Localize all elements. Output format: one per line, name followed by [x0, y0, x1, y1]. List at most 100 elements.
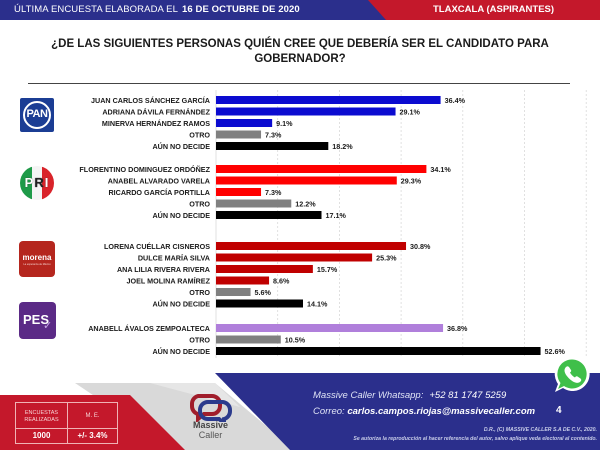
pri-letter-i: I — [44, 175, 50, 190]
category-label: ADRIANA DÁVILA FERNÁNDEZ — [102, 107, 210, 116]
data-label: 34.1% — [430, 165, 451, 174]
survey-stats-table: ENCUESTAS REALIZADAS M. E. 1000 +/- 3.4% — [15, 402, 118, 444]
data-label: 7.3% — [265, 188, 282, 197]
legal-copyright: D.R., (C) MASSIVE CALLER S.A DE C.V., 20… — [483, 427, 597, 433]
pes-logo-icon: PES ✓ — [19, 302, 56, 339]
bar-morena — [216, 253, 373, 262]
email-contact: Correo: carlos.campos.riojas@massivecall… — [313, 406, 535, 417]
massive-caller-logo: Massive Caller — [188, 392, 233, 447]
pri-green-stripe — [20, 166, 32, 200]
category-label: JOEL MOLINA RAMÍREZ — [127, 276, 211, 285]
category-label: AÚN NO DECIDE — [152, 211, 210, 220]
data-label: 10.5% — [285, 336, 306, 345]
bar-pes — [216, 324, 444, 332]
surveys-count-label: ENCUESTAS REALIZADAS — [16, 403, 68, 429]
data-label: 18.2% — [332, 142, 353, 151]
data-label: 29.3% — [401, 177, 422, 186]
category-label: OTRO — [189, 130, 210, 139]
category-label: OTRO — [189, 288, 210, 297]
category-label: MINERVA HERNÁNDEZ RAMOS — [102, 119, 210, 128]
bar-pan — [216, 107, 396, 116]
pri-logo-text: PRI — [20, 175, 54, 190]
category-label: AÚN NO DECIDE — [152, 299, 210, 308]
checkmark-icon: ✓ — [43, 320, 53, 332]
title-divider — [28, 83, 570, 84]
data-label: 7.3% — [265, 131, 282, 140]
whatsapp-contact: Massive Caller Whatsapp: +52 81 1747 5259 — [313, 390, 506, 401]
bar-chart: JUAN CARLOS SÁNCHEZ GARCÍA 36.4% ADRIANA D… — [79, 90, 587, 358]
bar-pri — [216, 176, 397, 185]
whatsapp-icon[interactable] — [553, 355, 591, 395]
data-label: 12.2% — [295, 200, 316, 209]
data-label: 36.4% — [445, 96, 466, 105]
pan-logo-ring — [23, 101, 51, 129]
category-label: ANA LILIA RIVERA RIVERA — [117, 265, 210, 274]
footer-background — [0, 373, 600, 450]
pri-red-stripe — [42, 166, 54, 200]
data-label: 15.7% — [317, 265, 338, 274]
category-label: DULCE MARÍA SILVA — [138, 253, 210, 262]
data-label: 5.6% — [255, 288, 272, 297]
category-label: OTRO — [189, 199, 210, 208]
data-label: 30.8% — [410, 242, 431, 251]
region-title: TLAXCALA (ASPIRANTES) — [433, 4, 555, 15]
category-label: AÚN NO DECIDE — [152, 347, 210, 356]
data-label: 9.1% — [276, 119, 293, 128]
bar-pri — [216, 188, 262, 196]
bar-pan — [216, 130, 262, 139]
category-label: RICARDO GARCÍA PORTILLA — [108, 188, 210, 197]
category-label: OTRO — [189, 335, 210, 344]
pri-letter-r: R — [34, 175, 45, 190]
data-label: 14.1% — [307, 300, 328, 309]
data-label: 17.1% — [326, 211, 347, 220]
survey-date-line: ÚLTIMA ENCUESTA ELABORADA EL 16 DE OCTUBR… — [14, 4, 300, 15]
brand-name-line1: Massive — [192, 420, 229, 430]
data-label: 8.6% — [273, 277, 290, 286]
header-background — [0, 0, 600, 20]
bar-pes — [216, 335, 281, 344]
bar-morena — [216, 299, 303, 308]
morena-logo-subtext: La esperanza de México — [23, 263, 51, 266]
data-label: 52.6% — [545, 347, 566, 356]
pri-white-stripe — [32, 166, 42, 200]
footer — [0, 360, 600, 450]
bar-pri — [216, 211, 322, 219]
legal-disclaimer: Se autoriza la reproducción al hacer ref… — [353, 436, 597, 442]
pes-logo-text: PES — [23, 312, 50, 327]
data-label: 36.8% — [447, 324, 468, 333]
category-label: AÚN NO DECIDE — [152, 142, 210, 151]
data-label: 25.3% — [376, 254, 397, 263]
bar-morena — [216, 276, 270, 285]
chart-question-title: ¿DE LAS SIGUIENTES PERSONAS QUIÉN CREE Q… — [51, 38, 549, 65]
speech-bubbles-icon — [190, 394, 232, 428]
email-address[interactable]: carlos.campos.riojas@massivecaller.com — [347, 406, 536, 417]
header-band: ÚLTIMA ENCUESTA ELABORADA EL 16 DE OCTUBR… — [0, 0, 600, 20]
data-label: 29.1% — [400, 108, 421, 117]
whatsapp-number[interactable]: +52 81 1747 5259 — [429, 390, 507, 401]
pan-logo-icon: PAN — [20, 98, 54, 132]
category-label: ANABEL ALVARADO VARELA — [108, 176, 210, 185]
survey-date-prefix: ÚLTIMA ENCUESTA ELABORADA EL — [14, 4, 178, 15]
survey-date: 16 DE OCTUBRE DE 2020 — [182, 4, 300, 15]
pri-letter-p: P — [24, 175, 35, 190]
bar-pes — [216, 347, 541, 355]
bar-morena — [216, 242, 407, 250]
margin-error-label: M. E. — [68, 403, 117, 429]
category-label: ANABELL ÁVALOS ZEMPOALTECA — [88, 324, 210, 333]
pan-logo-text: PAN — [26, 108, 48, 120]
whatsapp-label: Massive Caller Whatsapp: — [313, 390, 424, 401]
surveys-count-value: 1000 — [16, 429, 68, 443]
email-label: Correo: — [313, 406, 345, 417]
whatsapp-glyph — [554, 356, 590, 392]
category-label: JUAN CARLOS SÁNCHEZ GARCÍA — [91, 96, 210, 105]
pri-logo-icon: PRI — [20, 166, 54, 200]
bar-pan — [216, 96, 441, 104]
morena-logo-text: morena — [22, 253, 52, 262]
bar-pri — [216, 165, 427, 173]
margin-error-value: +/- 3.4% — [77, 431, 108, 440]
category-label: FLORENTINO DOMINGUEZ ORDÓÑEZ — [79, 165, 210, 174]
morena-logo-icon: morena La esperanza de México — [19, 241, 55, 277]
brand-name-line2: Caller — [198, 430, 223, 440]
bar-pri — [216, 199, 292, 208]
bar-pan — [216, 119, 273, 127]
